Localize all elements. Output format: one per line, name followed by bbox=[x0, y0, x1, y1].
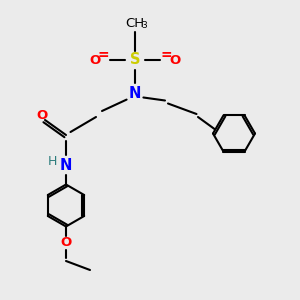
Text: =: = bbox=[161, 48, 172, 62]
Text: N: N bbox=[129, 85, 141, 100]
Text: =: = bbox=[98, 48, 109, 62]
Text: 3: 3 bbox=[142, 21, 148, 30]
Text: O: O bbox=[89, 53, 100, 67]
Text: O: O bbox=[36, 109, 48, 122]
Text: O: O bbox=[60, 236, 72, 250]
Text: S: S bbox=[130, 52, 140, 68]
Text: CH: CH bbox=[125, 17, 145, 30]
Text: N: N bbox=[60, 158, 72, 172]
Text: O: O bbox=[170, 53, 181, 67]
Text: H: H bbox=[48, 155, 57, 168]
